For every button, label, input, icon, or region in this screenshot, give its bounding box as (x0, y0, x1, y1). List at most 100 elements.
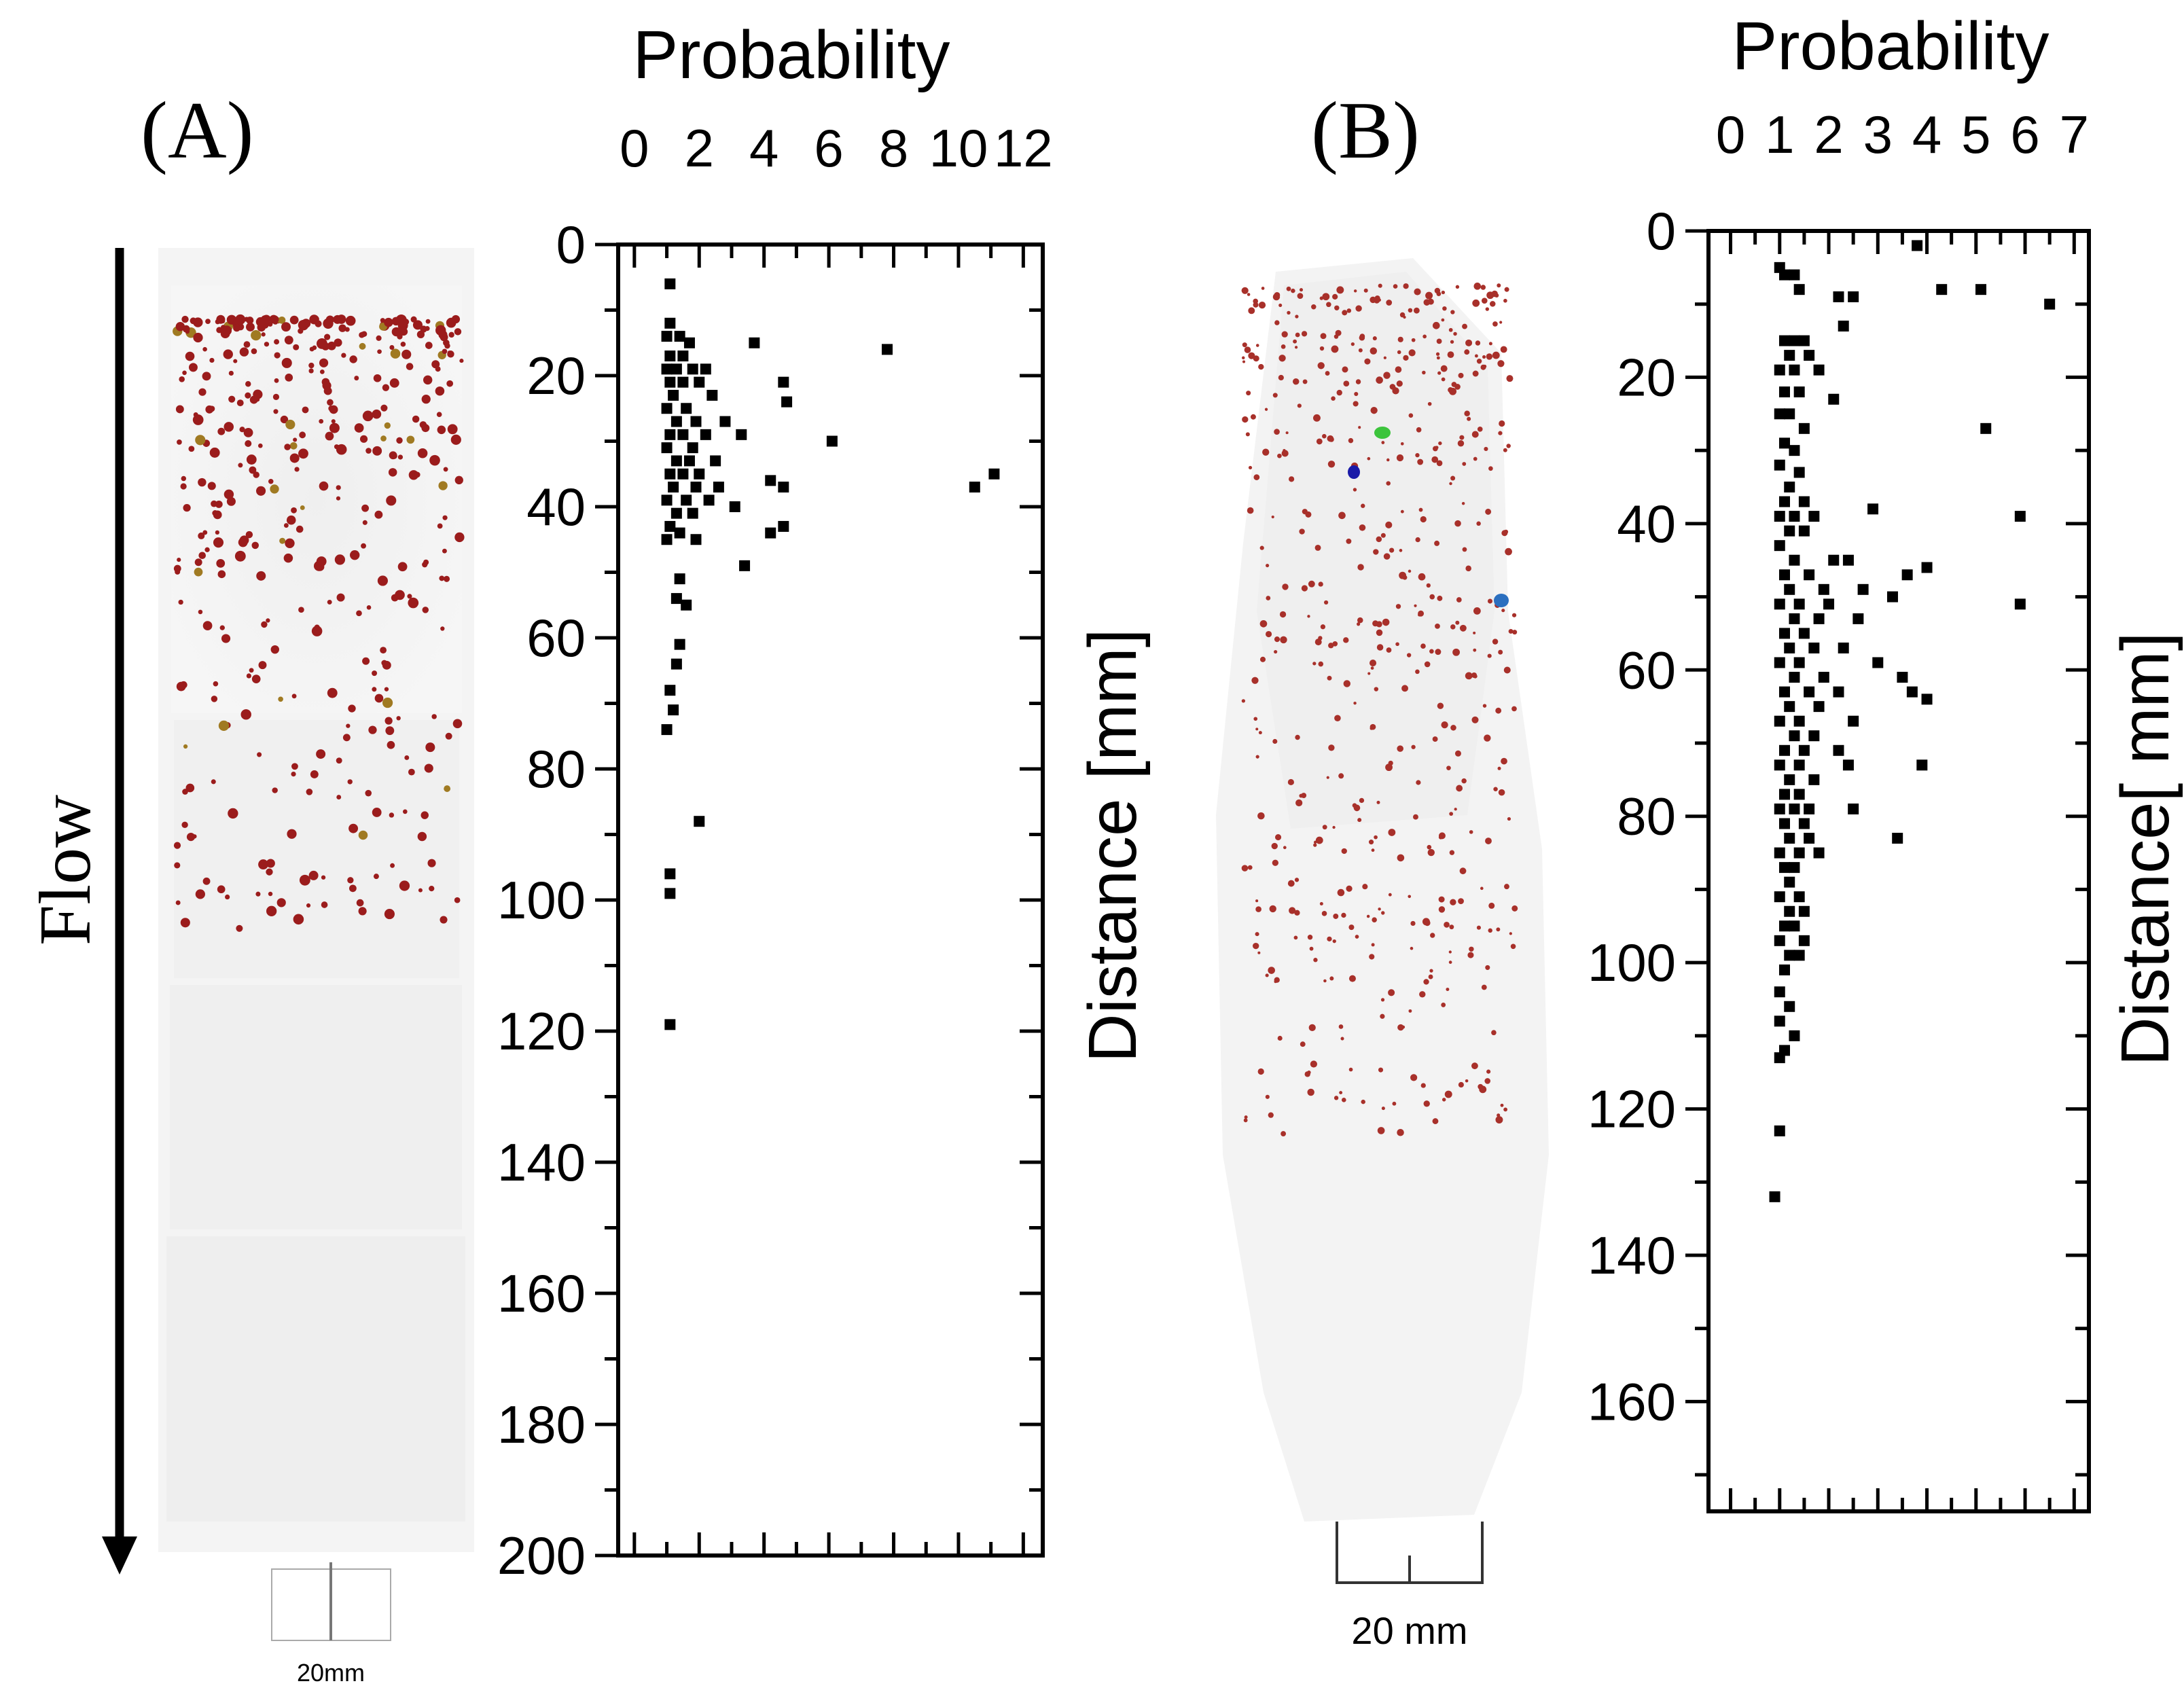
particle-dot (1278, 374, 1284, 381)
chart-a-title: Probability (633, 17, 950, 93)
particle-dot (1324, 600, 1329, 605)
particle-dot (1314, 639, 1322, 646)
particle-dot (380, 435, 387, 442)
particle-dot (1444, 921, 1450, 928)
data-point (710, 455, 721, 467)
data-point (1980, 422, 1992, 434)
data-point (749, 337, 760, 348)
particle-dot (412, 415, 420, 423)
particle-dot (1484, 1078, 1491, 1084)
particle-dot (1307, 934, 1313, 940)
particle-dot (1274, 636, 1281, 643)
particle-dot (213, 537, 224, 548)
particle-dot (1450, 475, 1456, 481)
particle-dot (338, 324, 346, 332)
particle-dot (1248, 307, 1255, 314)
particle-dot (1357, 617, 1363, 624)
particle-dot (1454, 750, 1461, 757)
particle-dot (308, 368, 314, 374)
particle-dot (1255, 344, 1259, 347)
particle-dot (1456, 597, 1462, 603)
data-point (1798, 335, 1810, 346)
particle-dot (287, 829, 297, 839)
data-point (661, 724, 673, 736)
particle-dot (1396, 454, 1404, 462)
data-point (1804, 686, 1815, 698)
data-point (1804, 350, 1815, 361)
data-point (664, 520, 676, 532)
particle-dot (1501, 757, 1507, 765)
particle-dot (1506, 375, 1514, 382)
particle-dot (1386, 647, 1392, 653)
particle-dot (454, 897, 461, 903)
data-point (1784, 642, 1795, 653)
data-point (1872, 657, 1884, 668)
particle-dot (372, 808, 382, 817)
particle-dot (1475, 340, 1481, 346)
particle-dot (194, 567, 203, 577)
particle-dot (1343, 637, 1349, 643)
particle-dot (286, 515, 296, 525)
particle-dot (1435, 623, 1440, 629)
particle-dot (1248, 352, 1255, 359)
data-point (694, 468, 705, 480)
data-point (1789, 803, 1800, 814)
data-point (700, 429, 711, 440)
particle-dot (356, 610, 362, 617)
particle-dot (213, 681, 219, 687)
particle-dot (1434, 287, 1441, 294)
particle-dot (1262, 448, 1270, 456)
data-point (1892, 833, 1903, 844)
sample-b-particles (1241, 283, 1518, 1136)
particle-dot (447, 424, 458, 435)
particle-dot (266, 618, 270, 623)
particle-dot (384, 687, 389, 691)
particle-dot (1350, 342, 1355, 346)
particle-dot (1335, 329, 1342, 336)
particle-dot (356, 899, 364, 907)
data-point (1779, 496, 1790, 507)
particle-dot (1408, 349, 1416, 357)
data-point (1842, 759, 1854, 771)
particle-dot (298, 328, 304, 334)
particle-dot (1325, 371, 1330, 376)
data-point (661, 442, 673, 454)
chart-b-title: Probability (1732, 8, 2049, 84)
particle-dot (1500, 346, 1507, 353)
particle-dot (1492, 639, 1499, 645)
particle-dot (1343, 380, 1350, 386)
particle-dot (1247, 507, 1254, 514)
particle-dot (270, 645, 279, 654)
particle-dot (1337, 888, 1345, 897)
particle-dot (228, 395, 236, 403)
particle-dot (274, 339, 280, 345)
particle-dot (198, 478, 207, 487)
particle-dot (373, 374, 382, 382)
scale-label-b: 20 mm (1351, 1609, 1467, 1652)
blue-particle (1348, 465, 1360, 479)
particle-dot (1376, 536, 1382, 543)
particle-dot (396, 437, 403, 444)
particle-dot (1448, 327, 1453, 332)
particle-dot (202, 530, 208, 535)
data-point (969, 482, 980, 493)
data-point (1833, 686, 1844, 698)
particle-dot (1372, 620, 1379, 627)
data-point (1789, 920, 1800, 932)
data-point (1828, 393, 1840, 405)
particle-dot (1455, 620, 1460, 625)
data-point (1916, 759, 1928, 771)
particle-dot (183, 504, 191, 512)
data-point (670, 658, 682, 670)
particle-dot (207, 482, 216, 490)
particle-dot (236, 399, 244, 407)
particle-dot (391, 317, 401, 326)
particle-dot (365, 789, 372, 797)
particle-dot (175, 405, 184, 414)
data-point (1774, 803, 1785, 814)
particle-dot (1374, 835, 1378, 840)
particle-dot (194, 558, 202, 567)
particle-dot (255, 891, 261, 897)
particle-dot (1371, 943, 1375, 947)
particle-dot (336, 757, 342, 764)
